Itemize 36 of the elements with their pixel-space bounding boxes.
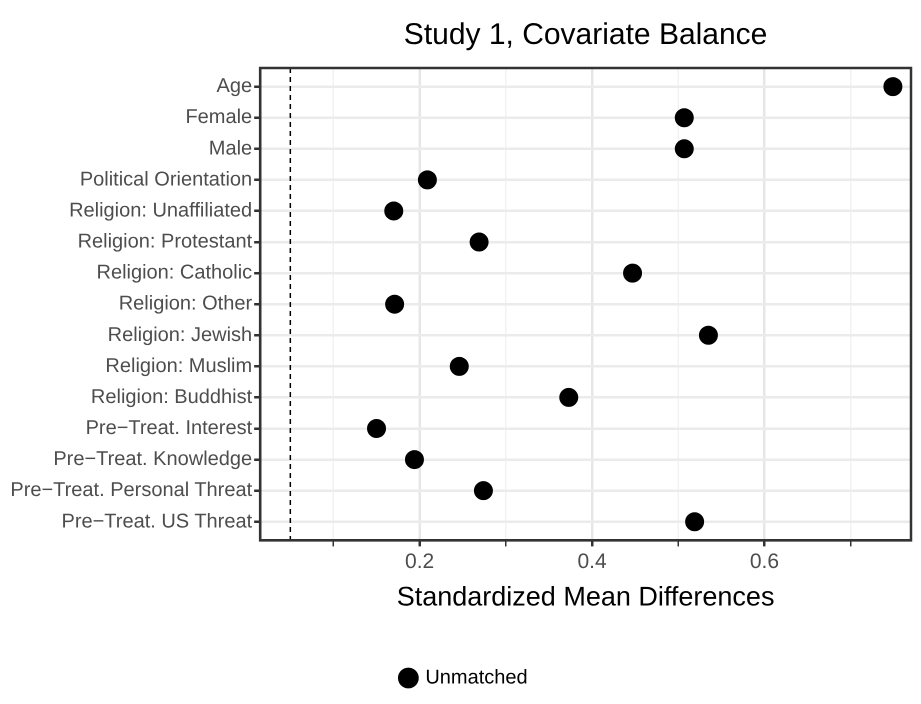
x-tick-label: 0.4	[577, 550, 607, 573]
y-tick-label: Religion: Unaffiliated	[69, 199, 252, 222]
y-tick-label: Pre−Treat. Interest	[86, 417, 253, 440]
y-tick-label: Pre−Treat. US Threat	[62, 510, 253, 532]
point	[674, 139, 694, 158]
y-tick-label: Pre−Treat. Personal Threat	[10, 479, 253, 502]
y-tick-label: Religion: Muslim	[105, 354, 252, 377]
point	[685, 512, 704, 532]
x-tick-label: 0.2	[405, 550, 434, 573]
y-tick-label: Religion: Jewish	[108, 324, 252, 346]
y-tick-label: Age	[216, 75, 252, 98]
y-tick-label: Pre−Treat. Knowledge	[53, 448, 252, 470]
point	[367, 419, 386, 438]
point	[384, 201, 404, 220]
y-tick-label: Political Orientation	[80, 168, 252, 190]
y-tick-label: Religion: Other	[118, 292, 252, 315]
point	[883, 77, 902, 96]
y-tick-label: Female	[185, 106, 252, 128]
x-axis-title: Standardized Mean Differences	[396, 581, 774, 612]
point	[450, 356, 469, 376]
point	[470, 232, 489, 252]
x-tick-label: 0.6	[750, 550, 780, 573]
point	[559, 388, 578, 407]
y-tick-label: Religion: Catholic	[96, 262, 252, 284]
y-tick-label: Male	[208, 137, 252, 160]
point	[698, 326, 718, 345]
point	[418, 170, 437, 190]
point	[474, 481, 493, 500]
chart-title: Study 1, Covariate Balance	[404, 18, 768, 51]
legend-label: Unmatched	[425, 666, 528, 689]
y-tick-label: Religion: Protestant	[78, 230, 253, 253]
point	[385, 294, 404, 314]
point	[674, 108, 694, 128]
point	[623, 264, 642, 283]
point	[404, 450, 424, 470]
y-tick-label: Religion: Buddhist	[90, 386, 253, 408]
